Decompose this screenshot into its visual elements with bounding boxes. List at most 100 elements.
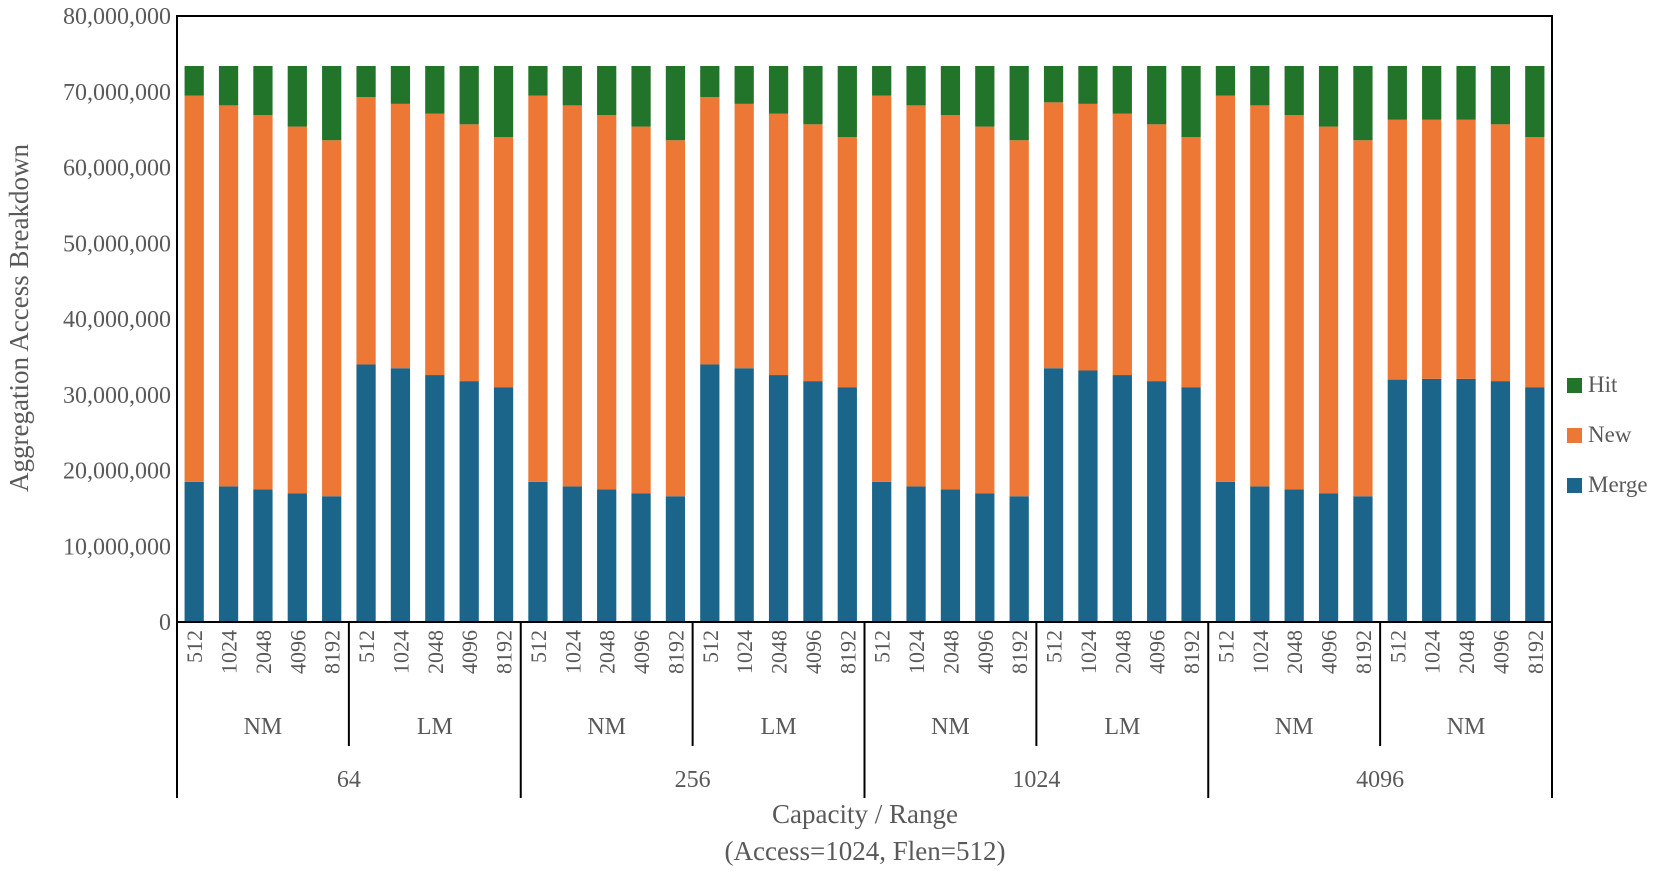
bar-new	[1387, 119, 1407, 380]
bar-new	[1422, 119, 1442, 379]
y-tick-label: 70,000,000	[63, 80, 171, 106]
x-tick-label: 8192	[1007, 630, 1032, 674]
bar-merge	[1043, 368, 1064, 622]
bar-hit	[562, 65, 582, 106]
bar-merge	[1215, 481, 1236, 622]
y-tick-label: 0	[159, 610, 171, 636]
bar-merge	[1490, 381, 1511, 622]
x-tick-label: 512	[354, 630, 379, 663]
bar-new	[425, 113, 445, 376]
x-tick-label: 2048	[1110, 630, 1135, 674]
bar-merge	[1525, 387, 1545, 622]
bar-merge	[665, 496, 686, 622]
bar-new	[975, 126, 995, 494]
capacity-group-label: 4096	[1356, 767, 1404, 793]
bar-new	[597, 115, 617, 490]
y-tick-label: 50,000,000	[63, 231, 171, 257]
x-tick-label: 1024	[560, 630, 585, 674]
bar-merge	[1353, 496, 1373, 622]
range-group-label: NM	[931, 714, 970, 740]
bar-new	[1215, 95, 1236, 482]
y-tick-label: 60,000,000	[63, 156, 171, 182]
x-axis-group-dividers	[176, 622, 1553, 798]
legend-label: Merge	[1588, 472, 1648, 497]
plot-frame	[176, 15, 1553, 623]
y-tick-label: 80,000,000	[63, 4, 171, 30]
x-tick-label: 8192	[1351, 630, 1376, 674]
x-tick-label: 2048	[423, 630, 448, 674]
bar-merge	[975, 493, 995, 622]
x-tick-label: 512	[526, 630, 551, 663]
bar-new	[356, 97, 376, 365]
x-tick-label: 2048	[251, 630, 276, 674]
x-tick-label: 512	[870, 630, 895, 663]
bar-new	[1318, 126, 1339, 494]
y-tick-label: 40,000,000	[63, 307, 171, 333]
bar-hit	[1112, 65, 1132, 114]
bars	[184, 65, 1545, 622]
bar-new	[1490, 124, 1511, 382]
bar-merge	[1456, 378, 1476, 622]
range-group-labels: NM LM NM LM NM LM NM NM	[244, 714, 1486, 740]
bar-hit	[1284, 65, 1304, 116]
legend-label: Hit	[1588, 372, 1618, 397]
x-tick-label: 4096	[1145, 630, 1170, 674]
bar-new	[253, 115, 273, 490]
bar-new	[631, 126, 651, 494]
range-group-label: NM	[587, 714, 626, 740]
bar-new	[700, 97, 720, 365]
range-group-label: LM	[417, 714, 453, 740]
bar-hit	[872, 65, 892, 96]
x-tick-label: 8192	[492, 630, 517, 674]
x-tick-label: 1024	[1248, 630, 1273, 674]
bar-hit	[803, 65, 823, 125]
capacity-group-label: 1024	[1012, 767, 1060, 793]
bar-new	[1250, 105, 1270, 487]
legend-label: New	[1588, 422, 1632, 447]
bar-merge	[459, 381, 479, 622]
bar-new	[322, 140, 342, 497]
x-tick-label: 512	[1042, 630, 1067, 663]
bar-merge	[940, 489, 961, 622]
bar-merge	[1112, 375, 1132, 622]
x-tick-label: 2048	[1282, 630, 1307, 674]
bar-new	[665, 140, 686, 497]
bar-hit	[390, 65, 411, 104]
bar-new	[768, 113, 789, 376]
bar-hit	[1215, 65, 1236, 96]
bar-merge	[287, 493, 307, 622]
bar-hit	[425, 65, 445, 114]
x-tick-label: 8192	[835, 630, 860, 674]
bar-hit	[597, 65, 617, 116]
bar-hit	[528, 65, 548, 96]
x-axis-title: Capacity / Range	[772, 799, 958, 829]
bar-merge	[322, 496, 342, 622]
bar-merge	[631, 493, 651, 622]
bar-new	[1009, 140, 1029, 497]
bar-hit	[1387, 65, 1407, 120]
x-tick-label: 4096	[457, 630, 482, 674]
bar-merge	[562, 486, 582, 622]
bar-new	[872, 95, 892, 482]
range-group-label: LM	[1104, 714, 1140, 740]
bar-new	[459, 124, 479, 382]
bar-merge	[425, 375, 445, 622]
range-group-label: NM	[1275, 714, 1314, 740]
range-group-label: NM	[1447, 714, 1486, 740]
bar-new	[287, 126, 307, 494]
range-group-label: NM	[244, 714, 283, 740]
x-tick-label: 8192	[320, 630, 345, 674]
bar-merge	[218, 486, 239, 622]
range-group-label: LM	[761, 714, 797, 740]
x-tick-label: 4096	[1317, 630, 1342, 674]
legend-swatch	[1567, 428, 1582, 443]
bar-hit	[459, 65, 479, 125]
x-tick-label: 512	[698, 630, 723, 663]
bar-hit	[940, 65, 961, 116]
bar-hit	[184, 65, 204, 96]
bar-hit	[1078, 65, 1098, 104]
x-tick-label: 512	[1385, 630, 1410, 663]
bar-merge	[253, 489, 273, 622]
bar-merge	[803, 381, 823, 622]
